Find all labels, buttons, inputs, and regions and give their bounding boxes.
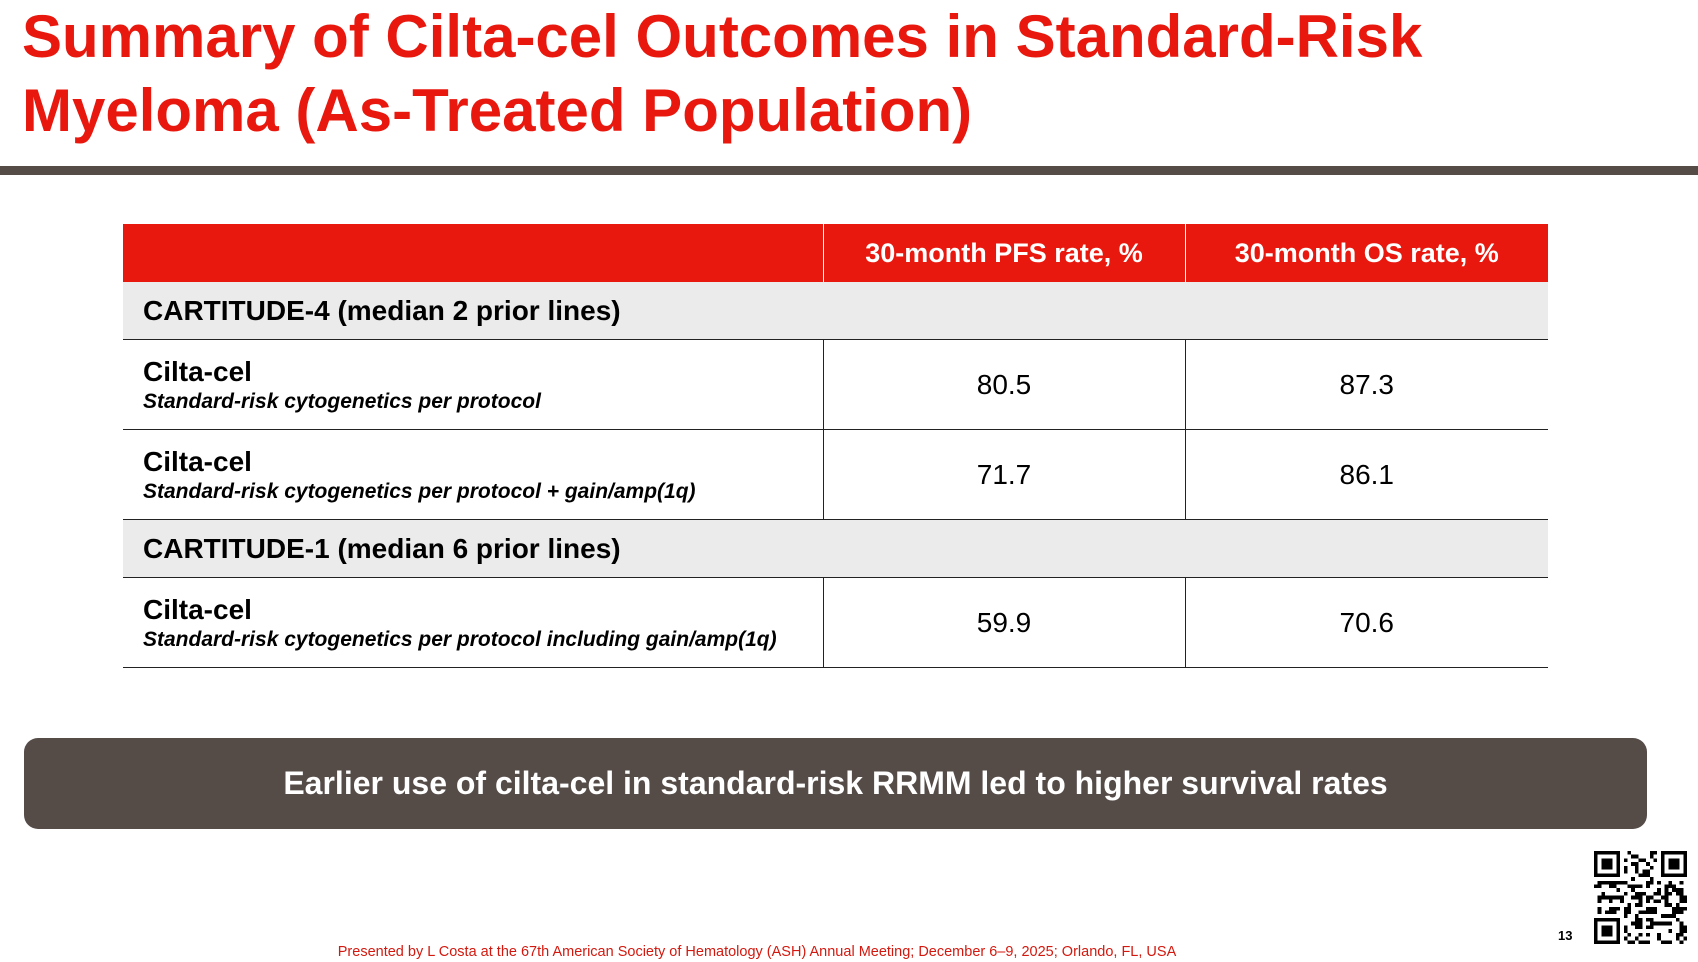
- section-row-cartitude-4: CARTITUDE-4 (median 2 prior lines): [123, 282, 1548, 340]
- subgroup-description: Standard-risk cytogenetics per protocol: [143, 389, 541, 413]
- title-divider: [0, 166, 1698, 175]
- header-cell-blank: [123, 224, 823, 282]
- row-label-cell: Cilta-cel Standard-risk cytogenetics per…: [123, 339, 823, 430]
- arm-name: Cilta-cel: [143, 355, 252, 387]
- qr-code-icon[interactable]: [1594, 851, 1687, 944]
- arm-name: Cilta-cel: [143, 445, 252, 477]
- footer-text: Presented by L Costa at the 67th America…: [337, 944, 1177, 960]
- section-row-cartitude-1: CARTITUDE-1 (median 6 prior lines): [123, 519, 1548, 578]
- results-table: 30-month PFS rate, % 30-month OS rate, %…: [123, 224, 1548, 668]
- pfs-value: 71.7: [822, 429, 1185, 520]
- slide-title: Summary of Cilta-cel Outcomes in Standar…: [22, 3, 1423, 144]
- os-value: 70.6: [1184, 577, 1548, 668]
- header-pfs-rate: 30-month PFS rate, %: [822, 224, 1185, 282]
- row-label-cell: Cilta-cel Standard-risk cytogenetics per…: [123, 577, 823, 668]
- page-number: 13: [1558, 928, 1573, 943]
- key-takeaway-banner: Earlier use of cilta-cel in standard-ris…: [24, 738, 1647, 829]
- row-label-cell: Cilta-cel Standard-risk cytogenetics per…: [123, 429, 823, 520]
- subgroup-description: Standard-risk cytogenetics per protocol …: [143, 627, 777, 651]
- table-row: Cilta-cel Standard-risk cytogenetics per…: [123, 429, 1548, 520]
- table-header-row: 30-month PFS rate, % 30-month OS rate, %: [123, 224, 1548, 282]
- arm-name: Cilta-cel: [143, 593, 252, 625]
- table-row: Cilta-cel Standard-risk cytogenetics per…: [123, 339, 1548, 430]
- section-label: CARTITUDE-1 (median 6 prior lines): [123, 519, 1548, 578]
- footer-citation: Presented by L Costa at the 67th America…: [0, 944, 1698, 960]
- subgroup-description: Standard-risk cytogenetics per protocol …: [143, 479, 696, 503]
- key-takeaway-text: Earlier use of cilta-cel in standard-ris…: [283, 765, 1388, 801]
- table-row: Cilta-cel Standard-risk cytogenetics per…: [123, 577, 1548, 668]
- os-value: 86.1: [1184, 429, 1548, 520]
- pfs-value: 80.5: [822, 339, 1185, 430]
- header-os-rate: 30-month OS rate, %: [1184, 224, 1548, 282]
- section-label: CARTITUDE-4 (median 2 prior lines): [123, 282, 1548, 340]
- pfs-value: 59.9: [822, 577, 1185, 668]
- os-value: 87.3: [1184, 339, 1548, 430]
